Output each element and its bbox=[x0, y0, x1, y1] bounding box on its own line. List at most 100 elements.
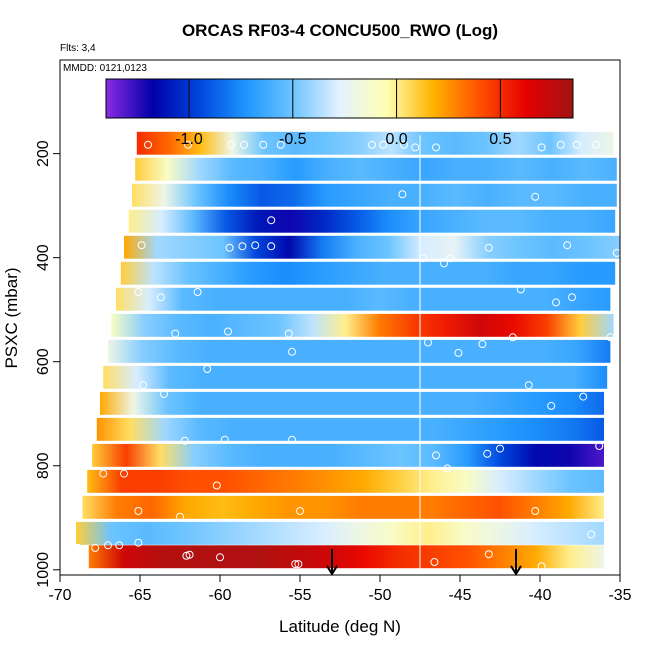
x-tick-label: -40 bbox=[528, 587, 551, 604]
data-point bbox=[568, 293, 576, 302]
y-axis-label: PSXC (mbar) bbox=[2, 267, 21, 368]
data-point bbox=[240, 140, 248, 149]
x-axis-label: Latitude (deg N) bbox=[279, 617, 401, 636]
arrow-head bbox=[510, 565, 522, 576]
data-point bbox=[137, 241, 146, 250]
data-point bbox=[259, 140, 268, 149]
arrow-markers bbox=[326, 548, 522, 576]
x-tick-label: -65 bbox=[128, 587, 151, 604]
dates-label: MMDD: 0121,0123 bbox=[63, 63, 147, 74]
data-point bbox=[531, 192, 540, 201]
data-point bbox=[144, 140, 152, 149]
data-point bbox=[284, 329, 293, 338]
data-point bbox=[547, 401, 556, 410]
data-point bbox=[592, 140, 600, 149]
colorbar-tick-label: -0.5 bbox=[279, 131, 307, 148]
data-point bbox=[478, 340, 487, 348]
x-tick-label: -55 bbox=[288, 587, 311, 604]
data-point bbox=[524, 381, 533, 390]
data-point bbox=[432, 451, 440, 460]
heatmap-layer bbox=[120, 261, 616, 285]
flights-label: Flts: 3,4 bbox=[60, 43, 96, 54]
data-point bbox=[294, 560, 303, 569]
heatmap-layer bbox=[88, 545, 605, 569]
data-point bbox=[160, 390, 168, 398]
data-point bbox=[220, 435, 229, 444]
y-tick-label: 400 bbox=[35, 244, 52, 271]
heatmap-layer bbox=[111, 313, 614, 337]
x-tick-label: -50 bbox=[368, 587, 391, 604]
heatmap-layer bbox=[92, 443, 604, 467]
data-point bbox=[73, 543, 82, 552]
colorbar-tick-label: -1.0 bbox=[175, 131, 203, 148]
data-point bbox=[224, 327, 232, 336]
data-point bbox=[579, 392, 588, 401]
data-point bbox=[184, 140, 192, 149]
data-point bbox=[432, 143, 440, 152]
data-point bbox=[296, 507, 304, 515]
data-point bbox=[288, 347, 296, 356]
colorbar-ticks: -1.0 -0.5 0.0 0.5 bbox=[175, 79, 512, 148]
data-point bbox=[595, 442, 604, 450]
heatmap-layer bbox=[135, 157, 617, 181]
heatmap-layer bbox=[128, 209, 616, 233]
data-point bbox=[134, 288, 143, 296]
y-axis: 200 400 600 800 1000 bbox=[35, 140, 60, 588]
data-point bbox=[267, 242, 276, 251]
heatmap-layer bbox=[100, 391, 604, 415]
data-point bbox=[185, 550, 194, 559]
data-point bbox=[398, 190, 407, 199]
data-point bbox=[203, 365, 212, 373]
data-point bbox=[368, 140, 376, 149]
y-tick-label: 1000 bbox=[35, 552, 52, 588]
data-point bbox=[182, 551, 191, 560]
heatmap-layer bbox=[124, 235, 620, 259]
heatmap-layer bbox=[116, 287, 611, 311]
data-point bbox=[484, 243, 493, 252]
data-point bbox=[225, 243, 234, 252]
y-tick-label: 600 bbox=[35, 348, 52, 375]
data-point bbox=[419, 254, 428, 263]
data-point bbox=[572, 140, 581, 149]
colorbar-tick-label: 0.5 bbox=[489, 131, 511, 148]
data-point bbox=[537, 562, 546, 571]
arrow-head bbox=[326, 565, 338, 576]
heatmap-layer bbox=[96, 417, 605, 441]
data-point bbox=[216, 553, 224, 562]
data-point bbox=[563, 241, 572, 250]
data-point bbox=[440, 259, 448, 268]
data-point bbox=[99, 469, 108, 478]
data-point bbox=[531, 507, 540, 515]
chart-title: ORCAS RF03-4 CONCU500_RWO (Log) bbox=[182, 21, 498, 40]
data-point bbox=[276, 140, 285, 149]
x-axis: -70 -65 -60 -55 -50 -45 -40 -35 bbox=[48, 575, 632, 604]
data-point bbox=[134, 538, 143, 547]
heatmap-layer bbox=[82, 495, 604, 519]
heatmap-layer bbox=[103, 365, 608, 389]
data-point bbox=[587, 530, 596, 539]
data-point bbox=[430, 558, 439, 566]
data-point bbox=[180, 436, 189, 445]
data-point bbox=[171, 329, 180, 338]
data-point bbox=[424, 338, 432, 347]
data-point bbox=[104, 541, 112, 550]
data-point bbox=[238, 242, 247, 251]
data-point bbox=[446, 254, 455, 263]
data-point bbox=[227, 140, 236, 149]
data-point bbox=[291, 560, 300, 569]
y-tick-label: 800 bbox=[35, 452, 52, 479]
x-tick-label: -45 bbox=[448, 587, 471, 604]
data-point bbox=[379, 140, 388, 149]
data-point bbox=[508, 333, 517, 342]
data-point bbox=[120, 469, 128, 478]
data-point bbox=[212, 481, 221, 490]
data-point bbox=[537, 143, 546, 152]
data-point bbox=[91, 543, 100, 552]
data-point bbox=[134, 507, 143, 515]
data-point bbox=[443, 464, 452, 473]
data-point bbox=[288, 435, 296, 444]
data-point bbox=[483, 449, 492, 458]
x-tick-label: -70 bbox=[48, 587, 71, 604]
data-point bbox=[496, 444, 504, 453]
data-point bbox=[552, 298, 560, 307]
